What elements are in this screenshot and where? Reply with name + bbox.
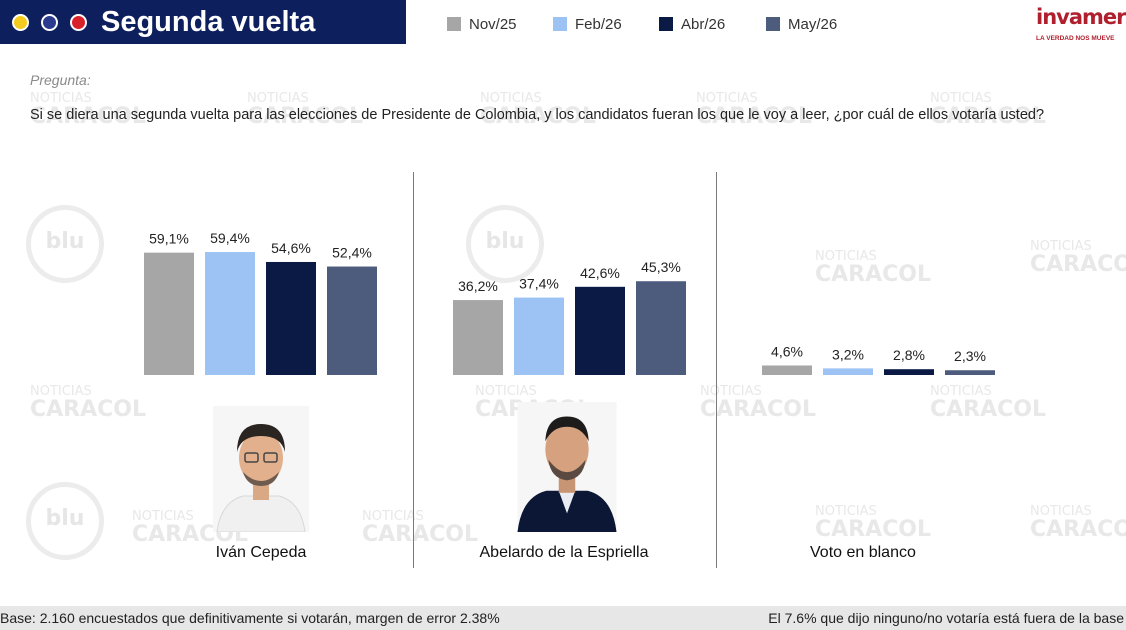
bar	[327, 266, 377, 375]
candidate-name: Voto en blanco	[810, 544, 916, 561]
candidate-name: Abelardo de la Espriella	[479, 544, 649, 561]
legend-label: Abr/26	[681, 16, 726, 33]
bar-value-label: 42,6%	[580, 265, 620, 281]
logo-name: invamer	[1036, 5, 1126, 29]
question-text: Si se diera una segunda vuelta para las …	[30, 107, 1045, 123]
bar-value-label: 3,2%	[832, 346, 864, 362]
bar	[575, 286, 625, 375]
bar	[514, 297, 564, 375]
footer-excluded-note: El 7.6% que dijo ninguno/no votaría está…	[768, 610, 1124, 626]
bar	[266, 261, 316, 375]
title-bar: Segunda vuelta	[0, 0, 406, 44]
question-label: Pregunta:	[30, 72, 91, 88]
legend-swatch	[659, 17, 673, 31]
candidate-photo-icon	[517, 402, 617, 532]
yellow-dot-icon	[12, 14, 29, 31]
candidate-photo-icon	[213, 406, 309, 532]
footer-bar: Base: 2.160 encuestados que definitivame…	[0, 606, 1126, 630]
footer-base-note: Base: 2.160 encuestados que definitivame…	[0, 610, 500, 626]
panel-divider	[413, 172, 414, 568]
bar-value-label: 54,6%	[271, 240, 311, 256]
bar	[945, 370, 995, 375]
bar	[144, 252, 194, 375]
panel-divider	[716, 172, 717, 568]
legend-swatch	[553, 17, 567, 31]
page-title: Segunda vuelta	[101, 6, 316, 38]
bar-value-label: 59,1%	[149, 231, 189, 247]
legend-swatch	[447, 17, 461, 31]
bar-value-label: 2,3%	[954, 348, 986, 364]
legend-swatch	[766, 17, 780, 31]
blue-dot-icon	[41, 14, 58, 31]
bar-value-label: 52,4%	[332, 245, 372, 261]
candidate-name: Iván Cepeda	[215, 544, 307, 561]
bar-value-label: 37,4%	[519, 276, 559, 292]
bar	[762, 365, 812, 375]
bar	[884, 369, 934, 375]
bar-value-label: 59,4%	[210, 230, 250, 246]
bar	[453, 300, 503, 375]
bar	[205, 252, 255, 375]
bar	[823, 368, 873, 375]
logo-tagline: LA VERDAD NOS MUEVE	[1036, 35, 1115, 42]
bar-value-label: 36,2%	[458, 278, 498, 294]
bar	[636, 281, 686, 375]
bar-value-label: 2,8%	[893, 347, 925, 363]
legend-label: Nov/25	[469, 16, 517, 33]
bar-value-label: 45,3%	[641, 259, 681, 275]
invamer-logo: invamer LA VERDAD NOS MUEVE	[1036, 5, 1126, 45]
bar-value-label: 4,6%	[771, 343, 803, 359]
red-dot-icon	[70, 14, 87, 31]
legend-label: May/26	[788, 16, 838, 33]
legend-label: Feb/26	[575, 16, 622, 33]
